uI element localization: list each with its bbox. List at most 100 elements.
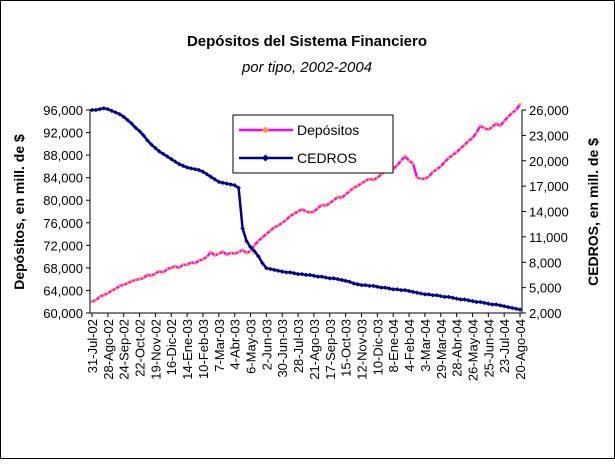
y2-tick-label: 23,000 [529, 128, 569, 143]
series-marker [225, 253, 229, 257]
series-marker [138, 277, 141, 281]
series-marker [142, 276, 145, 280]
series-marker [201, 258, 205, 261]
series-marker [113, 110, 119, 115]
y2-tick-label: 17,000 [529, 179, 569, 194]
series-marker [311, 273, 317, 279]
series-marker [94, 298, 98, 302]
series-marker [126, 281, 129, 285]
series-marker [327, 276, 333, 281]
x-tick-label: 28-Jul-03 [291, 319, 306, 373]
series-marker [89, 107, 95, 113]
series-marker [470, 298, 475, 304]
series-marker [340, 196, 343, 200]
series-marker [502, 119, 506, 123]
series-marker [454, 296, 459, 301]
x-tick-label: 30-Jun-03 [275, 319, 290, 378]
series-marker [283, 270, 289, 275]
series-marker [269, 229, 272, 232]
x-tick-label: 4-Abr-03 [228, 319, 243, 370]
series-marker [265, 232, 268, 236]
series-marker [287, 270, 293, 275]
series-marker [336, 195, 340, 199]
series-marker [213, 254, 217, 257]
series-marker [316, 206, 320, 210]
series-marker [376, 176, 379, 179]
x-tick-label: 7-Mar-03 [212, 319, 227, 372]
series-marker [133, 125, 138, 131]
series-marker [383, 285, 388, 290]
series-marker [450, 295, 455, 301]
series-marker [245, 251, 248, 255]
x-tick-label: 28-Ago-02 [101, 319, 116, 380]
series-marker [241, 248, 244, 252]
series-marker [193, 262, 197, 265]
x-tick-label: 19-Nov-02 [148, 319, 163, 380]
series-marker [299, 271, 305, 277]
y-tick-label: 60,000 [43, 306, 83, 321]
chart-subtitle: por tipo, 2002-2004 [241, 59, 372, 76]
series-marker [443, 160, 447, 164]
series-marker [471, 136, 474, 140]
series-marker [233, 252, 236, 256]
series-marker [398, 287, 404, 293]
y-tick-label: 64,000 [43, 283, 83, 298]
series-marker [371, 283, 376, 289]
series-marker [328, 201, 332, 205]
series-marker [483, 126, 486, 130]
y-tick-label: 68,000 [43, 261, 83, 276]
series-marker [209, 250, 213, 254]
y2-tick-label: 11,000 [529, 230, 568, 245]
series-marker [386, 286, 392, 291]
y-tick-label: 96,000 [43, 103, 83, 118]
series-marker [375, 284, 380, 290]
series-marker [518, 103, 522, 106]
series-marker [422, 292, 428, 297]
series-marker [394, 287, 400, 292]
series-marker [390, 287, 396, 292]
series-marker [118, 284, 122, 288]
series-marker [162, 271, 165, 274]
series-marker [438, 293, 444, 299]
series-marker [165, 267, 169, 271]
series-marker [513, 306, 519, 312]
series-marker [355, 281, 360, 287]
series-marker [264, 265, 269, 271]
y2-tick-label: 20,000 [529, 154, 569, 169]
series-marker [479, 124, 482, 128]
series-marker [279, 269, 285, 274]
x-tick-label: 14-Ene-03 [180, 319, 195, 380]
series-marker [359, 282, 364, 288]
series-marker [154, 272, 157, 275]
y-axis-title: Depósitos, en mill. de $ [11, 134, 27, 290]
x-tick-label: 16-Dic-02 [164, 319, 179, 375]
series-marker [451, 153, 454, 157]
x-tick-label: 31-Jul-02 [85, 319, 100, 373]
series-marker [403, 154, 407, 158]
series-marker [110, 289, 114, 292]
series-marker [272, 225, 276, 229]
series-marker [307, 272, 313, 278]
series-marker [447, 156, 450, 160]
series-marker [117, 111, 122, 117]
y-tick-label: 88,000 [43, 148, 83, 163]
y-tick-label: 80,000 [43, 193, 83, 208]
series-marker [324, 204, 328, 208]
series-marker [380, 172, 383, 176]
series-marker [360, 182, 363, 185]
series-marker [284, 218, 288, 222]
series-marker [497, 303, 503, 308]
series-marker [474, 299, 479, 305]
series-marker [169, 266, 173, 270]
series-marker [367, 283, 372, 289]
series-marker [253, 244, 256, 247]
x-tick-label: 21-Ago-03 [307, 319, 322, 380]
series-marker [517, 307, 523, 312]
series-marker [475, 131, 478, 134]
y-tick-label: 72,000 [43, 238, 83, 253]
x-tick-label: 12-Nov-03 [354, 319, 369, 380]
y2-axis-title: CEDROS, en mill. de $ [585, 138, 601, 286]
x-tick-label: 10-Feb-03 [196, 319, 211, 379]
x-tick-label: 26-May-04 [465, 319, 480, 381]
